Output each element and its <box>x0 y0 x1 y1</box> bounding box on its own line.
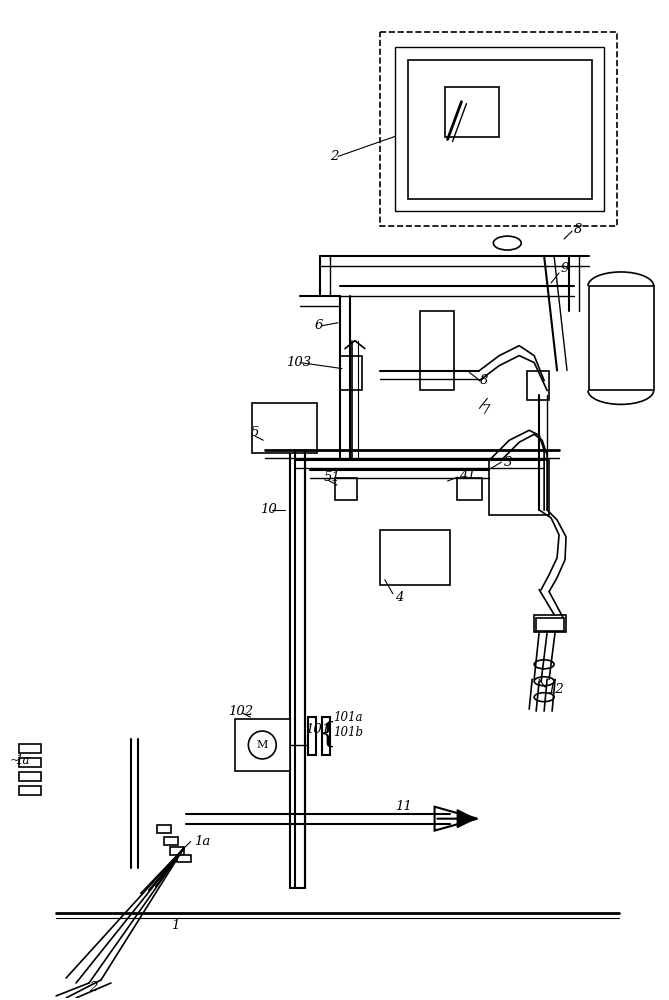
Bar <box>170 847 183 855</box>
Text: 12: 12 <box>547 683 564 696</box>
Text: 8: 8 <box>574 223 583 236</box>
Text: 4: 4 <box>395 591 403 604</box>
Text: 1a: 1a <box>193 835 210 848</box>
Text: 1a: 1a <box>15 754 30 767</box>
Text: 10: 10 <box>260 503 277 516</box>
Bar <box>335 478 357 500</box>
Bar <box>380 530 450 585</box>
Text: 101b: 101b <box>333 726 363 739</box>
Bar <box>407 60 592 199</box>
Bar <box>458 478 482 500</box>
Bar <box>444 87 499 137</box>
Text: 103: 103 <box>286 356 311 369</box>
Ellipse shape <box>534 677 554 686</box>
Ellipse shape <box>534 660 554 669</box>
Bar <box>534 615 566 632</box>
Bar <box>419 311 454 390</box>
Bar <box>536 618 564 631</box>
Text: 6: 6 <box>315 319 323 332</box>
Bar <box>527 371 549 400</box>
Text: 102: 102 <box>228 705 254 718</box>
Text: 5: 5 <box>250 426 259 439</box>
Text: M: M <box>257 740 268 750</box>
Text: {: { <box>318 721 336 748</box>
Text: 11: 11 <box>395 800 411 813</box>
Text: 101a: 101a <box>333 711 363 724</box>
Polygon shape <box>380 32 617 226</box>
Text: 2: 2 <box>89 981 98 994</box>
Bar <box>177 855 191 862</box>
Text: 51: 51 <box>324 471 341 484</box>
Text: 41: 41 <box>460 469 476 482</box>
Bar <box>19 744 41 753</box>
Bar <box>290 450 305 888</box>
Bar <box>19 786 41 795</box>
Ellipse shape <box>534 693 554 702</box>
Bar <box>235 719 290 771</box>
Text: 101: 101 <box>305 723 330 736</box>
Bar <box>395 47 604 211</box>
Bar <box>340 356 362 390</box>
Bar <box>589 286 654 390</box>
Text: 1: 1 <box>171 919 180 932</box>
Bar <box>19 772 41 781</box>
Bar <box>157 825 171 833</box>
Text: 2: 2 <box>330 150 339 163</box>
Bar <box>308 717 316 755</box>
Bar <box>19 758 41 767</box>
Bar <box>489 460 549 515</box>
Bar <box>164 837 178 845</box>
Bar <box>252 403 317 453</box>
Text: 8: 8 <box>480 374 488 387</box>
Ellipse shape <box>248 731 276 759</box>
Text: 3: 3 <box>504 456 512 469</box>
Text: 9: 9 <box>561 262 569 275</box>
Text: ~: ~ <box>9 754 19 767</box>
Ellipse shape <box>493 236 521 250</box>
Text: 7: 7 <box>482 404 490 417</box>
Bar <box>322 717 330 755</box>
